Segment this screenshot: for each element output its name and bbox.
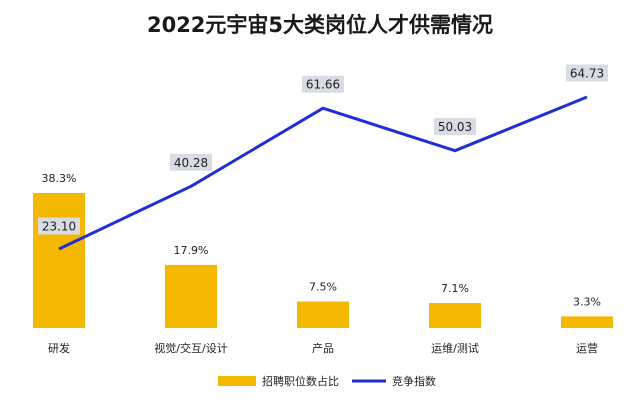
line-series: 23.10 40.28 61.66 50.03 64.73 (38, 64, 608, 251)
category-label: 研发 (48, 341, 70, 355)
line-value-box (566, 64, 608, 82)
line-value-box (434, 118, 476, 136)
legend: 招聘职位数占比 竞争指数 (218, 374, 436, 388)
bar-value-label: 17.9% (174, 244, 209, 257)
bar-value-label: 38.3% (42, 172, 77, 185)
bar-series: 38.3% 17.9% 7.5% 7.1% 3.3% (33, 172, 613, 328)
bar (297, 301, 349, 328)
line-value-box (302, 75, 344, 93)
category-label: 运营 (576, 341, 598, 355)
line-value-label: 50.03 (438, 120, 472, 134)
bar-value-label: 7.1% (441, 282, 469, 295)
bar (561, 316, 613, 328)
line-value-label: 61.66 (306, 78, 340, 92)
chart-title: 2022元宇宙5大类岗位人才供需情况 (147, 13, 493, 37)
bar-value-label: 7.5% (309, 281, 337, 294)
bar-value-label: 3.3% (573, 295, 601, 308)
category-label: 视觉/交互/设计 (154, 341, 227, 355)
legend-swatch-bar (218, 376, 256, 386)
legend-label-line: 竞争指数 (392, 374, 436, 388)
legend-label-bar: 招聘职位数占比 (262, 374, 339, 388)
category-label: 运维/测试 (431, 342, 479, 355)
line-value-label: 64.73 (570, 67, 604, 81)
category-axis: 研发 视觉/交互/设计 产品 运维/测试 运营 (48, 341, 598, 355)
bar (429, 302, 481, 328)
line-value-box (170, 153, 212, 171)
bar (33, 193, 85, 328)
line-value-label: 40.28 (174, 156, 208, 170)
competition-index-line (58, 95, 588, 251)
category-label: 产品 (312, 341, 334, 355)
line-value-box (38, 217, 80, 235)
line-value-label: 23.10 (42, 220, 76, 234)
bar (165, 264, 217, 328)
